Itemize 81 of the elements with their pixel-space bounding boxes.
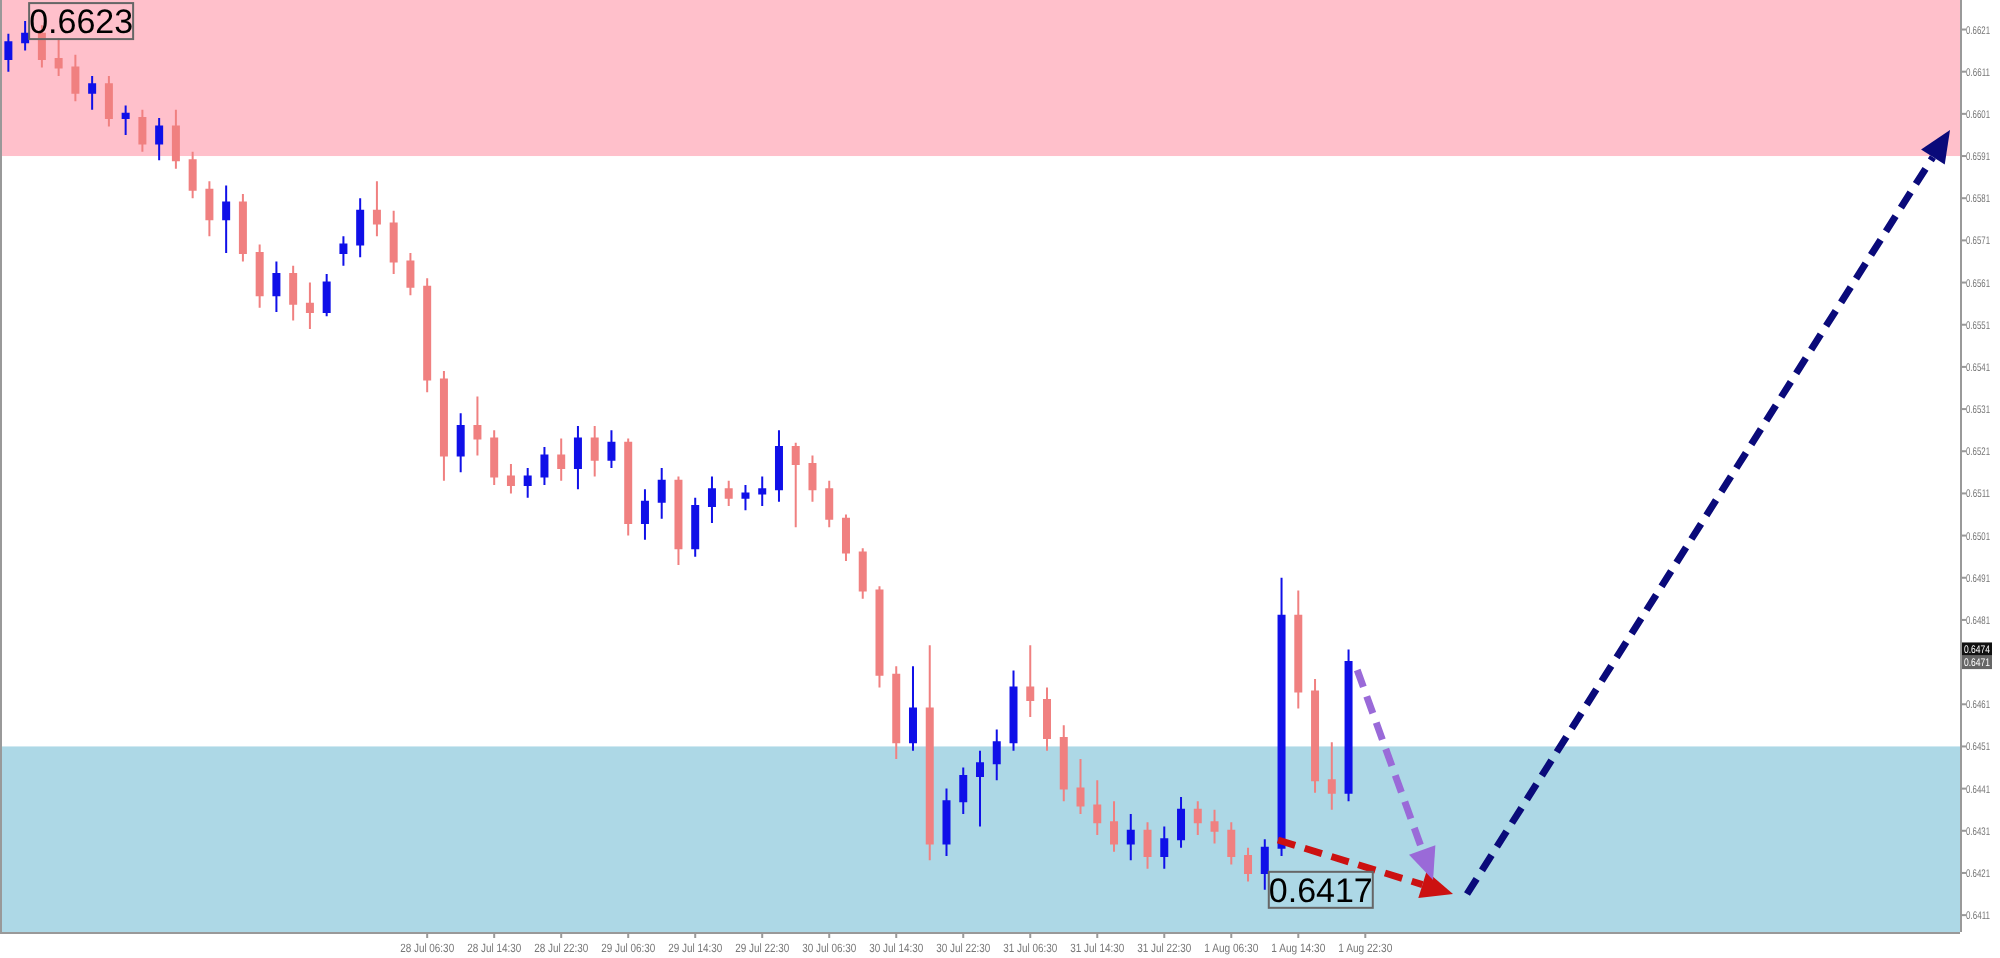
candlestick — [908, 665, 917, 752]
candlestick — [557, 437, 566, 482]
candlestick — [674, 475, 683, 567]
candlestick — [607, 429, 616, 470]
candlestick — [808, 454, 817, 503]
candlestick — [959, 766, 968, 815]
candlestick — [272, 260, 281, 314]
candlestick — [188, 150, 197, 200]
candlestick — [456, 412, 465, 474]
candlestick — [222, 184, 231, 255]
candlestick — [289, 264, 298, 322]
candlestick — [1026, 644, 1035, 718]
candlestick — [825, 479, 834, 529]
candlestick — [1143, 821, 1152, 870]
candlestick — [523, 467, 532, 499]
candlestick — [1009, 669, 1018, 752]
candlestick — [121, 104, 130, 136]
candlestick — [724, 479, 733, 508]
annotation: 0.6417 — [1268, 871, 1373, 910]
candlestick — [540, 446, 549, 486]
candlestick — [339, 235, 348, 267]
candlestick — [1311, 677, 1320, 794]
candlestick — [774, 429, 783, 503]
candlestick — [992, 728, 1001, 782]
candlestick — [104, 74, 113, 128]
candlestick — [841, 513, 850, 562]
candlestick — [741, 483, 750, 512]
candlestick — [1059, 724, 1068, 803]
candlestick — [1294, 589, 1303, 710]
candlestick — [1076, 758, 1085, 815]
candlestick — [490, 429, 499, 486]
candlestick — [875, 585, 884, 689]
candlestick — [1327, 741, 1336, 811]
candlestick — [138, 108, 147, 153]
candlestick — [155, 117, 164, 162]
candlestick — [305, 281, 314, 330]
candlestick — [1210, 808, 1219, 845]
candlestick — [925, 644, 934, 862]
candlestick — [573, 424, 582, 491]
candlestick — [1110, 800, 1119, 853]
candlestick — [71, 53, 80, 103]
candlestick — [372, 180, 381, 238]
candlestick — [171, 108, 180, 170]
candlestick — [1227, 821, 1236, 866]
candlestick — [758, 475, 767, 508]
candlestick — [624, 437, 633, 537]
candlestick — [322, 273, 331, 318]
candlestick — [590, 424, 599, 478]
candlestick — [1193, 800, 1202, 836]
candlestick — [1126, 812, 1135, 862]
candlestick — [1344, 648, 1353, 803]
candlestick — [1177, 796, 1186, 849]
candlestick — [1260, 838, 1269, 891]
candlestick — [791, 441, 800, 529]
candlestick — [473, 395, 482, 457]
candlestick — [1043, 686, 1052, 752]
candlestick — [423, 277, 432, 394]
candlestick — [88, 74, 97, 111]
candlestick — [1244, 846, 1253, 883]
candlestick — [976, 749, 984, 828]
candlestick — [1093, 779, 1102, 836]
candlestick — [389, 209, 398, 276]
candlestick — [657, 467, 666, 520]
annotation: 0.6623 — [29, 3, 134, 42]
candlestick — [21, 20, 30, 52]
candlestick — [54, 36, 63, 77]
candlestick — [691, 496, 700, 558]
candlestick — [858, 547, 867, 600]
candlestick — [942, 787, 951, 858]
candlestick — [4, 32, 13, 73]
candlestick — [506, 462, 515, 495]
candlestick — [707, 475, 716, 524]
candlestick — [356, 197, 365, 259]
candlestick — [255, 243, 264, 309]
candlestick — [439, 370, 448, 482]
candlestick — [406, 252, 415, 297]
candlestick — [640, 488, 649, 541]
candlestick — [1160, 825, 1169, 870]
candlestick — [892, 665, 901, 761]
candlestick — [238, 192, 247, 263]
candlestick — [205, 180, 214, 238]
